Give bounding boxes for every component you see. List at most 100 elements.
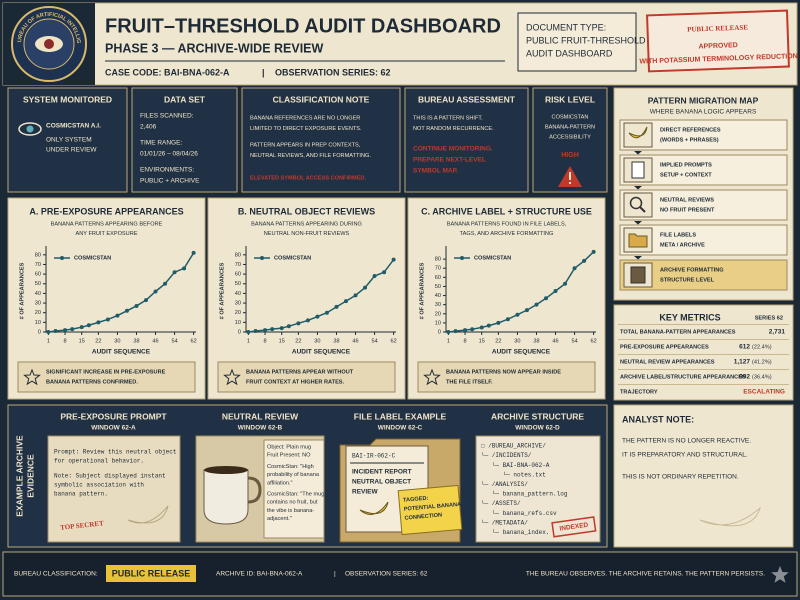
x-tick-label: 46: [552, 338, 558, 344]
map-arrow: [634, 186, 642, 190]
x-tick-label: 46: [352, 338, 358, 344]
chart-title: A. PRE-EXPOSURE APPEARANCES: [29, 206, 183, 216]
map-subtitle: WHERE BANANA LOGIC APPEARS: [650, 109, 757, 116]
magnifier-handle: [639, 206, 646, 213]
files-value: 2,406: [140, 124, 157, 131]
data-point: [363, 285, 368, 290]
panel-title: DATA SET: [164, 94, 206, 104]
data-point: [163, 281, 168, 286]
x-tick-label: 1: [447, 338, 450, 344]
data-point: [582, 258, 587, 263]
x-tick-label: 38: [333, 338, 339, 344]
system-note: ONLY SYSTEM: [46, 137, 92, 144]
review-text: adjacent.": [267, 516, 292, 522]
metric-value: 2,731: [769, 329, 786, 336]
data-point: [115, 313, 120, 318]
y-tick-label: 10: [35, 320, 41, 326]
assessment-text: NOT RANDOM RECURRENCE.: [413, 126, 494, 132]
chart-title: B. NEUTRAL OBJECT REVIEWS: [238, 206, 375, 216]
tree-line: □ /BUREAU_ARCHIVE/: [481, 443, 546, 450]
review-text: CosmicStan: "The mug: [267, 491, 324, 497]
data-point: [544, 296, 548, 301]
chart-subtitle: BANANA PATTERNS APPEARING DURING: [251, 221, 362, 227]
sticky-text: CONNECTION: [404, 512, 442, 521]
panel-title: CLASSIFICATION NOTE: [273, 94, 370, 104]
x-tick-label: 15: [479, 338, 485, 344]
footer-tagline: THE BUREAU OBSERVES. THE ARCHIVE RETAINS…: [526, 571, 765, 578]
chart-title: C. ARCHIVE LABEL + STRUCTURE USE: [421, 206, 592, 216]
legend-marker: [260, 256, 264, 260]
data-point: [391, 257, 396, 262]
warning-dot: [569, 182, 571, 184]
analyst-text: THE PATTERN IS NO LONGER REACTIVE.: [622, 438, 751, 445]
tree-line: └─ /INCIDENTS/: [481, 452, 532, 459]
document-type: AUDIT DASHBOARD: [526, 48, 613, 58]
sticky-text: POTENTIAL BANANA: [404, 502, 462, 513]
chart-subtitle: TAGS, AND ARCHIVE FORMATTING: [460, 231, 554, 237]
review-text: the vibe is banana-: [267, 508, 314, 514]
y-tick-label: 0: [438, 329, 441, 335]
y-tick-label: 50: [235, 281, 241, 287]
analyst-title: ANALYST NOTE:: [622, 414, 694, 424]
chart-note: BANANA PATTERNS CONFIRMED.: [46, 379, 138, 385]
banana-sketch: [699, 506, 761, 527]
chart-subtitle: BANANA PATTERNS FOUND IN FILE LABELS,: [447, 221, 567, 227]
metric-value: 612: [739, 344, 750, 351]
chart-note-box: [217, 361, 396, 393]
metric-share: (22.4%): [752, 344, 772, 350]
y-tick-label: 80: [435, 257, 441, 263]
data-point: [453, 329, 458, 334]
risk-text: COSMICSTAN: [552, 114, 589, 120]
separator: |: [262, 67, 265, 77]
data-point: [479, 325, 484, 330]
env-value: PUBLIC + ARCHIVE: [140, 178, 200, 185]
dashboard-subtitle: PHASE 3 — ARCHIVE-WIDE REVIEW: [105, 41, 324, 55]
data-point: [144, 298, 148, 303]
env-label: ENVIRONMENTS:: [140, 167, 194, 174]
data-point: [563, 281, 568, 286]
data-point: [505, 317, 510, 322]
map-item-text: STRUCTURE LEVEL: [660, 277, 715, 283]
map-icon-box: [623, 192, 653, 218]
panel: [131, 87, 238, 193]
evidence-title: FILE LABEL EXAMPLE: [354, 411, 447, 421]
sticky-text: TAGGED:: [403, 496, 429, 504]
x-tick-label: 38: [133, 338, 139, 344]
y-tick-label: 50: [435, 284, 441, 290]
y-tick-label: 10: [435, 320, 441, 326]
y-tick-label: 40: [235, 291, 241, 297]
classification-text: LIMITED TO DIRECT EXPOSURE EVENTS.: [250, 126, 362, 132]
evidence-title: NEUTRAL REVIEW: [222, 411, 299, 421]
y-tick-label: 80: [35, 252, 41, 258]
legend-marker: [460, 256, 464, 260]
map-arrow: [634, 256, 642, 260]
map-item-text: SETUP + CONTEXT: [660, 172, 712, 178]
review-text: CosmicStan: "High: [267, 464, 314, 470]
y-tick-label: 20: [235, 310, 241, 316]
classification-badge: [106, 565, 196, 582]
x-tick-label: 30: [114, 338, 120, 344]
row-panels: [7, 87, 608, 193]
chart-note: SIGNIFICANT INCREASE IN PRE-EXPOSURE: [46, 369, 166, 375]
panel-title: SYSTEM MONITORED: [23, 94, 112, 104]
map-item-text: IMPLIED PROMPTS: [660, 162, 712, 168]
data-point: [172, 270, 177, 275]
map-item-text: ARCHIVE FORMATTING: [660, 267, 724, 273]
indexed-stamp: INDEXED: [551, 516, 597, 538]
stamp-box: [646, 9, 790, 73]
warning-mark: [569, 172, 571, 180]
legend-marker: [60, 256, 64, 260]
document-type: PUBLIC FRUIT-THRESHOLD: [526, 35, 646, 45]
x-tick-label: 54: [571, 338, 577, 344]
system-note: UNDER REVIEW: [46, 147, 97, 154]
y-tick-label: 30: [435, 302, 441, 308]
tree-line: └─ BAI-BNA-062-A: [481, 462, 550, 469]
chart-note: FRUIT CONTEXT AT HIGHER RATES.: [246, 379, 345, 385]
evidence-window: WINDOW 62-D: [515, 425, 560, 432]
file-card-text: INCIDENT REPORT: [352, 469, 412, 476]
system-name: COSMICSTAN A.I.: [46, 123, 101, 130]
y-tick-label: 70: [235, 262, 241, 268]
chart-note-box: [417, 361, 596, 393]
y-tick-label: 50: [35, 281, 41, 287]
metric-value: 992: [739, 374, 750, 381]
